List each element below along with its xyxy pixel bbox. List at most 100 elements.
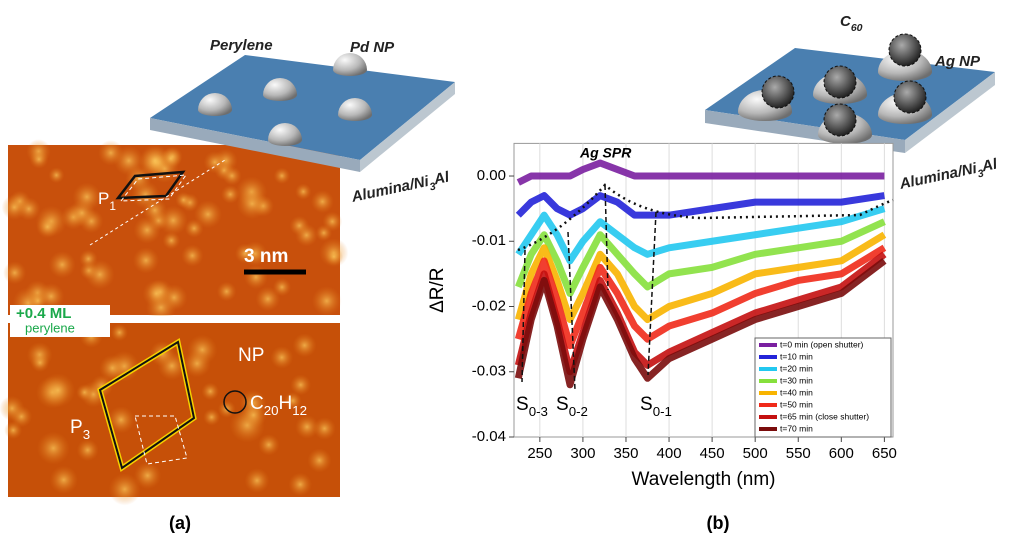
text-part: S xyxy=(556,394,569,415)
stm-feature xyxy=(76,384,93,401)
subscript: 20 xyxy=(264,403,279,418)
text-part: Al xyxy=(979,155,999,175)
stm-feature xyxy=(325,247,343,265)
particle-label: Ag NP xyxy=(934,53,981,70)
fullerene xyxy=(889,34,921,66)
y-tick-label: -0.01 xyxy=(472,232,506,249)
stm-feature xyxy=(0,396,25,421)
stm-feature xyxy=(295,183,311,199)
subscript: 60 xyxy=(851,22,863,34)
molecule-label: Perylene xyxy=(210,37,273,54)
fullerene xyxy=(824,66,856,98)
x-tick-label: 250 xyxy=(527,445,552,462)
stm-feature xyxy=(3,261,26,284)
stm-feature xyxy=(307,448,331,472)
subscript: 12 xyxy=(292,403,307,418)
stm-feature xyxy=(201,383,219,401)
stm-feature xyxy=(181,245,203,267)
text-part: P xyxy=(70,417,83,438)
legend-label: t=30 min xyxy=(780,375,813,385)
stm-feature xyxy=(50,466,78,494)
y-tick-label: -0.03 xyxy=(472,363,506,380)
stm-feature xyxy=(293,333,317,357)
stm-feature xyxy=(290,374,311,395)
coverage-molecule: perylene xyxy=(25,320,75,335)
stm-feature xyxy=(85,260,115,290)
stm-feature xyxy=(183,350,211,378)
stm-feature xyxy=(49,251,76,278)
stm-feature xyxy=(270,346,293,369)
fullerene xyxy=(824,104,856,136)
legend-label: t=40 min xyxy=(780,387,813,397)
stm-feature xyxy=(175,192,191,208)
x-tick-label: 600 xyxy=(829,445,854,462)
stm-feature xyxy=(111,324,128,341)
y-tick-label: -0.04 xyxy=(472,428,506,445)
stm-feature xyxy=(143,280,171,308)
stm-feature xyxy=(73,183,102,212)
stm-feature xyxy=(4,421,22,439)
legend-label: t=65 min (close shutter) xyxy=(780,411,869,421)
stm-feature xyxy=(203,409,220,426)
subscript: 0-1 xyxy=(653,404,672,419)
y-axis-label: ΔR/R xyxy=(427,267,448,312)
text-part: S xyxy=(640,394,653,415)
support-label: Alumina/Ni3Al xyxy=(349,168,452,209)
stm-feature xyxy=(244,265,268,289)
stm-feature xyxy=(237,188,268,219)
text-part: C xyxy=(250,393,264,414)
subscript: 0-2 xyxy=(569,404,588,419)
nanoparticle xyxy=(333,53,367,76)
stm-feature xyxy=(222,166,241,185)
stm-feature xyxy=(41,373,75,407)
stm-feature xyxy=(31,353,50,372)
stm-feature xyxy=(204,151,226,173)
subscript: 0-3 xyxy=(529,404,548,419)
stm-feature xyxy=(217,282,237,302)
stm-feature xyxy=(311,190,334,213)
x-tick-label: 550 xyxy=(786,445,811,462)
stm-feature xyxy=(29,150,48,169)
y-tick-label: -0.02 xyxy=(472,297,506,314)
stm-feature xyxy=(288,473,312,497)
page: 2503003504004505005506006500.00-0.01-0.0… xyxy=(0,0,1023,538)
figure: 2503003504004505005506006500.00-0.01-0.0… xyxy=(0,0,1023,538)
coverage-amount: +0.4 ML xyxy=(16,305,71,322)
stm-feature xyxy=(295,224,318,247)
x-tick-label: 350 xyxy=(613,445,638,462)
legend-label: t=50 min xyxy=(780,399,813,409)
stm-feature xyxy=(194,200,222,228)
stm-feature xyxy=(258,434,280,456)
x-tick-label: 500 xyxy=(743,445,768,462)
legend-label: t=70 min xyxy=(780,423,813,433)
annotation: Ag SPR xyxy=(579,145,632,161)
stm-feature xyxy=(37,432,70,465)
legend-label: t=0 min (open shutter) xyxy=(780,339,864,349)
support-label: Alumina/Ni3Al xyxy=(897,155,1000,196)
particle-label: Pd NP xyxy=(350,39,395,56)
stm-feature xyxy=(36,216,59,239)
stm-feature xyxy=(274,168,291,185)
x-tick-label: 400 xyxy=(657,445,682,462)
subscript: 1 xyxy=(109,199,116,213)
panel-label: (a) xyxy=(169,513,191,533)
y-tick-label: 0.00 xyxy=(477,167,506,184)
substrate-top xyxy=(150,55,455,160)
stm-feature xyxy=(316,225,333,242)
x-tick-label: 650 xyxy=(872,445,897,462)
subscript: 3 xyxy=(83,427,90,442)
stm-feature xyxy=(98,140,124,166)
scale-label: 3 nm xyxy=(244,246,288,267)
text-part: Alumina/Ni xyxy=(897,160,979,193)
stm-feature xyxy=(48,167,64,183)
stm-feature xyxy=(77,439,99,461)
x-tick-label: 300 xyxy=(570,445,595,462)
x-axis-label: Wavelength (nm) xyxy=(632,469,776,490)
stm-feature xyxy=(133,216,160,243)
stm-feature xyxy=(17,197,40,220)
text-part: H xyxy=(279,393,293,414)
text-part: S xyxy=(516,394,529,415)
stm-feature xyxy=(245,468,270,493)
stm-feature xyxy=(109,473,141,505)
